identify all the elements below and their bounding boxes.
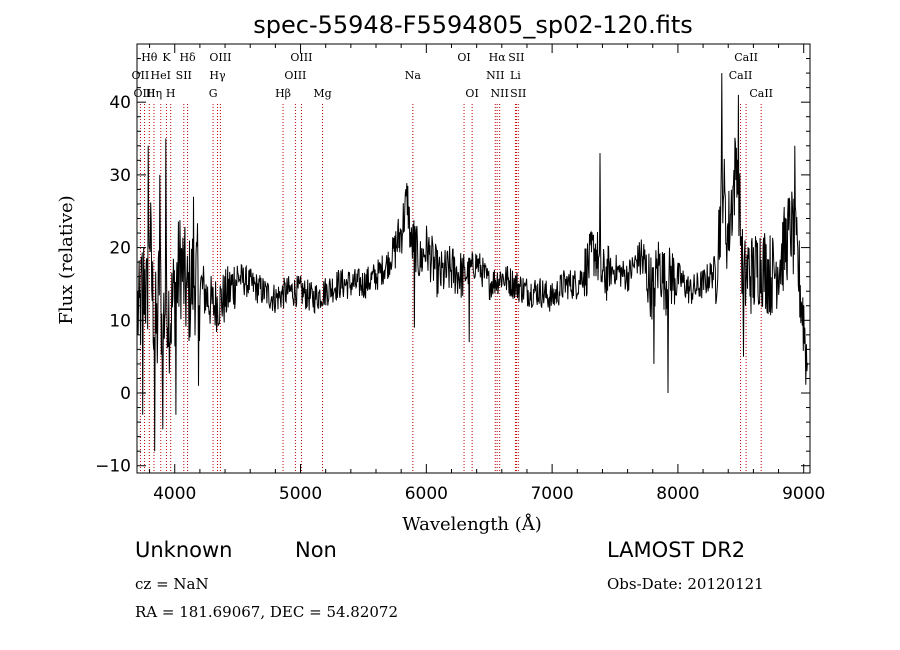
spectral-line-label-12: OIII (290, 51, 312, 64)
spectral-line-label-26: CaII (729, 69, 753, 82)
y-tick-label-2: 10 (109, 311, 131, 331)
spectral-line-label-24: SII (510, 87, 526, 100)
x-axis-label: Wavelength (Å) (402, 513, 542, 535)
spectral-line-label-6: H (166, 87, 176, 100)
spectral-line-label-19: Hα (489, 51, 507, 64)
spectral-line-label-1: OII (132, 69, 150, 82)
spectral-line-label-14: Hβ (275, 87, 291, 100)
spectral-line-label-13: OIII (284, 69, 306, 82)
spectral-line-label-17: OI (457, 51, 470, 64)
class-label: Unknown (135, 538, 233, 562)
x-tick-label-5: 9000 (782, 484, 825, 504)
spectral-line-label-10: Hγ (209, 69, 226, 82)
x-tick-label-4: 8000 (656, 484, 699, 504)
x-tick-label-2: 6000 (405, 484, 448, 504)
y-tick-label-3: 20 (109, 239, 131, 259)
spectral-line-label-0: Hθ (141, 51, 158, 64)
y-tick-label-4: 30 (109, 166, 131, 186)
y-tick-label-0: −10 (95, 457, 131, 477)
y-tick-label-1: 0 (120, 384, 131, 404)
chart-title: spec-55948-F5594805_sp02-120.fits (253, 11, 692, 39)
spectral-line-label-4: HeI (151, 69, 171, 82)
spectral-line-label-21: NII (486, 69, 504, 82)
spectral-line-label-9: OIII (209, 51, 231, 64)
spectrum-line (137, 73, 808, 452)
spectral-line-label-5: Hη (146, 87, 162, 100)
spectral-line-label-27: CaII (749, 87, 773, 100)
spectral-line-label-11: G (209, 87, 218, 100)
obs-date: Obs-Date: 20120121 (607, 575, 764, 593)
x-tick-label-1: 5000 (279, 484, 322, 504)
subclass-label: Non (295, 538, 337, 562)
spectral-line-label-22: Li (510, 69, 521, 82)
spectral-line-label-20: SII (508, 51, 524, 64)
survey-label: LAMOST DR2 (607, 538, 746, 562)
spectral-line-label-2: OIII (134, 87, 156, 100)
y-axis-label: Flux (relative) (56, 195, 77, 324)
spectral-line-markers: Hθ OII OIII K HeI Hη H Hδ SII OIII Hγ G OIII OIII Hβ Mg… (132, 51, 773, 473)
spectral-line-label-8: SII (176, 69, 192, 82)
spectral-line-label-16: Na (405, 69, 422, 82)
cz-value: cz = NaN (135, 575, 209, 593)
x-tick-label-0: 4000 (153, 484, 196, 504)
y-tick-label-5: 40 (109, 93, 131, 113)
plot-frame (136, 43, 811, 474)
spectrum-plot (137, 73, 808, 452)
spectral-line-label-7: Hδ (179, 51, 196, 64)
spectral-line-label-15: Mg (313, 87, 331, 100)
x-tick-label-3: 7000 (530, 484, 573, 504)
spectral-line-label-3: K (162, 51, 171, 64)
axis-ticks: 4000 5000 6000 7000 8000 9000 −10 0 10 20 30 40 (95, 44, 825, 504)
spectral-line-label-25: CaII (734, 51, 758, 64)
coordinates: RA = 181.69067, DEC = 54.82072 (135, 603, 399, 621)
spectral-line-label-18: OI (465, 87, 478, 100)
spectral-line-label-23: NII (491, 87, 509, 100)
